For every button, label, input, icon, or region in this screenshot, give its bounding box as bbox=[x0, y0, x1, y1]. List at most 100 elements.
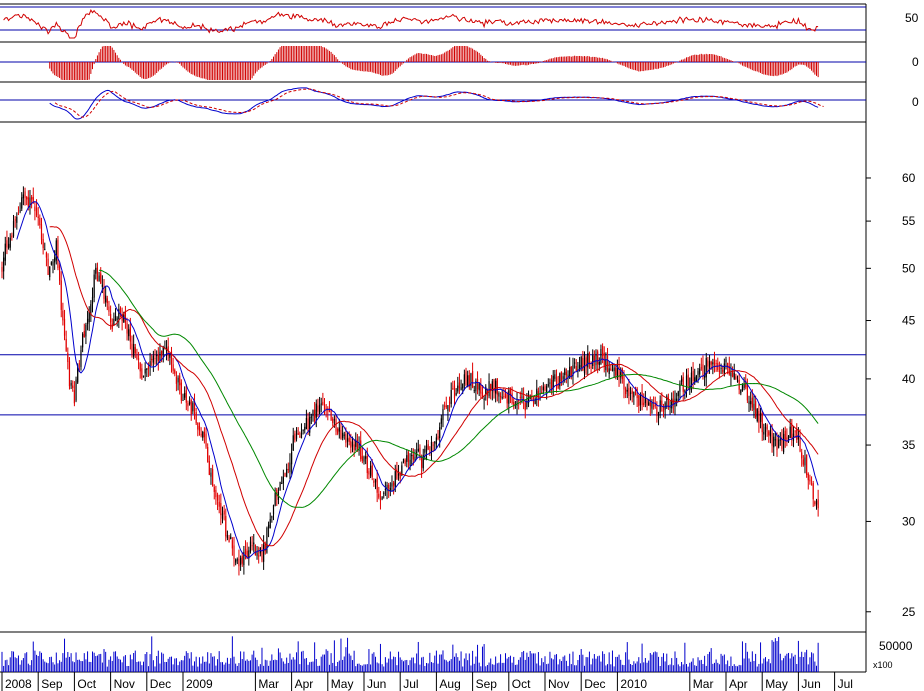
candle-body bbox=[226, 535, 229, 538]
candle-body bbox=[157, 354, 159, 361]
candle-body bbox=[80, 350, 82, 367]
candle-body bbox=[641, 391, 643, 406]
candle-body bbox=[476, 378, 479, 390]
price-tick-label: 60 bbox=[902, 171, 916, 185]
candle-body bbox=[621, 368, 623, 380]
candle-body bbox=[692, 370, 694, 381]
candle-body bbox=[608, 368, 610, 374]
candle-body bbox=[228, 537, 230, 543]
candle-body bbox=[690, 372, 693, 390]
candle-body bbox=[272, 505, 275, 515]
panel-frames bbox=[0, 3, 867, 673]
candle-body bbox=[797, 435, 799, 440]
candle-body bbox=[753, 403, 755, 410]
candle-body bbox=[32, 197, 34, 204]
candle-body bbox=[569, 366, 571, 378]
candle-body bbox=[448, 402, 451, 404]
candle-body bbox=[639, 394, 642, 406]
candle-body bbox=[152, 355, 154, 363]
candle-body bbox=[197, 422, 199, 430]
candle-body bbox=[761, 412, 763, 433]
candle-body bbox=[565, 371, 567, 376]
candle-body bbox=[531, 396, 533, 400]
candle-body bbox=[142, 375, 145, 377]
candle-body bbox=[463, 374, 465, 384]
candle-body bbox=[610, 368, 612, 370]
candle-body bbox=[249, 541, 252, 552]
candle-body bbox=[154, 357, 156, 359]
candle-body bbox=[585, 357, 587, 367]
candle-body bbox=[119, 308, 122, 315]
candle-body bbox=[291, 451, 293, 465]
candle-body bbox=[804, 457, 806, 466]
candle-body bbox=[333, 419, 335, 421]
candle-body bbox=[1, 266, 3, 272]
candle-body bbox=[65, 338, 67, 351]
candle-body bbox=[146, 368, 148, 371]
candle-body bbox=[796, 429, 798, 440]
candle-body bbox=[814, 501, 816, 505]
candle-body bbox=[552, 375, 554, 388]
ma-mid-line bbox=[49, 226, 819, 547]
price-panel bbox=[0, 186, 866, 576]
candle-body bbox=[763, 431, 765, 435]
candle-body bbox=[133, 343, 135, 357]
candle-body bbox=[190, 399, 192, 415]
candle-body bbox=[98, 275, 100, 282]
price-tick-label: 55 bbox=[902, 214, 916, 228]
candle-body bbox=[532, 401, 535, 403]
candle-body bbox=[593, 355, 595, 362]
candle-body bbox=[360, 440, 362, 460]
candle-body bbox=[567, 374, 569, 378]
candle-body bbox=[656, 407, 658, 417]
candle-body bbox=[302, 430, 304, 432]
candle-body bbox=[399, 473, 401, 479]
candle-body bbox=[58, 265, 61, 281]
ma-slow-line bbox=[99, 269, 819, 508]
candle-body bbox=[52, 261, 54, 266]
candle-body bbox=[771, 432, 773, 446]
candle-body bbox=[91, 296, 94, 305]
candle-body bbox=[715, 363, 717, 365]
candle-body bbox=[287, 469, 289, 471]
candle-body bbox=[376, 477, 378, 493]
candle-body bbox=[578, 365, 581, 369]
candle-body bbox=[789, 426, 791, 438]
candle-body bbox=[598, 361, 600, 365]
candle-body bbox=[34, 206, 36, 212]
candle-body bbox=[169, 354, 171, 358]
candle-body bbox=[779, 439, 781, 441]
candle-body bbox=[432, 444, 434, 446]
candle-body bbox=[526, 400, 528, 407]
candle-body bbox=[657, 411, 660, 416]
candle-body bbox=[490, 384, 492, 391]
candle-body bbox=[697, 371, 699, 375]
oscillator-panel-2 bbox=[0, 46, 866, 80]
candle-body bbox=[570, 366, 572, 377]
candle-body bbox=[121, 315, 123, 321]
candle-body bbox=[110, 313, 112, 323]
candle-body bbox=[728, 365, 730, 375]
candle-body bbox=[685, 375, 688, 391]
candle-body bbox=[95, 267, 97, 274]
candle-body bbox=[393, 482, 395, 486]
candle-body bbox=[470, 373, 472, 387]
candle-body bbox=[300, 433, 303, 439]
month-label: Apr bbox=[729, 677, 748, 691]
candle-body bbox=[241, 556, 243, 564]
candle-body bbox=[509, 390, 512, 396]
candle-body bbox=[12, 221, 15, 237]
candle-body bbox=[297, 433, 299, 435]
osc3-line-signal bbox=[54, 88, 824, 118]
candle-body bbox=[90, 304, 92, 316]
candle-body bbox=[746, 384, 748, 401]
month-label: May bbox=[765, 677, 788, 691]
candle-body bbox=[361, 456, 363, 461]
candle-body bbox=[720, 368, 722, 370]
candle-body bbox=[139, 363, 141, 372]
candle-body bbox=[218, 501, 220, 507]
price-tick-label: 25 bbox=[902, 605, 916, 619]
candle-body bbox=[391, 483, 393, 487]
candle-body bbox=[254, 544, 256, 556]
candle-body bbox=[419, 447, 421, 458]
